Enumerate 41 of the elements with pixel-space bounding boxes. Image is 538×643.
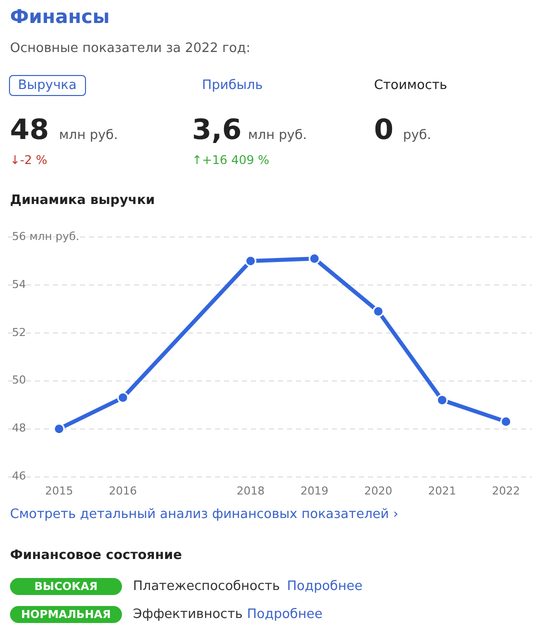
text: Подробнее xyxy=(247,607,322,622)
y-tick-label: 54 xyxy=(12,278,26,291)
x-tick-label: 2022 xyxy=(492,484,520,498)
text: млн руб. xyxy=(59,128,118,143)
text: Стоимость xyxy=(374,78,448,93)
point xyxy=(500,416,512,428)
text: Выручка xyxy=(9,75,86,96)
text: Финансы xyxy=(10,6,110,28)
point xyxy=(372,306,384,318)
point xyxy=(117,392,129,404)
point xyxy=(244,255,256,267)
text: 0 xyxy=(374,113,394,146)
chart-title: Динамика выручки xyxy=(10,193,155,208)
text: Прибыль xyxy=(202,78,263,93)
x-tick-label: 2019 xyxy=(300,484,328,498)
text: Финансовое состояние xyxy=(10,548,182,563)
text: млн руб. xyxy=(248,128,307,143)
text: Платежеспособность xyxy=(133,579,280,594)
y-tick-label: 48 xyxy=(12,422,26,435)
y-tick-label: 50 xyxy=(12,374,26,387)
text: НОРМАЛЬНАЯ xyxy=(10,606,122,623)
point xyxy=(308,252,320,264)
y-tick-label: 46 xyxy=(12,470,26,483)
text: руб. xyxy=(403,128,432,143)
text: Эффективность xyxy=(133,607,243,622)
text: ВЫСОКАЯ xyxy=(10,578,122,595)
x-tick-label: 2015 xyxy=(45,484,74,498)
text: Подробнее xyxy=(287,579,362,594)
y-tick-label: 56 млн руб. xyxy=(12,230,80,243)
text: Основные показатели за 2022 год: xyxy=(10,41,250,56)
y-tick-label: 52 xyxy=(12,326,26,339)
point xyxy=(53,423,65,435)
x-tick-label: 2020 xyxy=(364,484,392,498)
x-tick-label: 2018 xyxy=(236,484,265,498)
x-tick-label: 2016 xyxy=(108,484,137,498)
point xyxy=(436,394,448,406)
text: ↑+16 409 % xyxy=(192,153,270,167)
text: ↓-2 % xyxy=(10,153,48,167)
x-tick-label: 2021 xyxy=(428,484,456,498)
text: 3,6 xyxy=(192,113,242,146)
text: Смотреть детальный анализ финансовых показателей › xyxy=(10,507,398,522)
